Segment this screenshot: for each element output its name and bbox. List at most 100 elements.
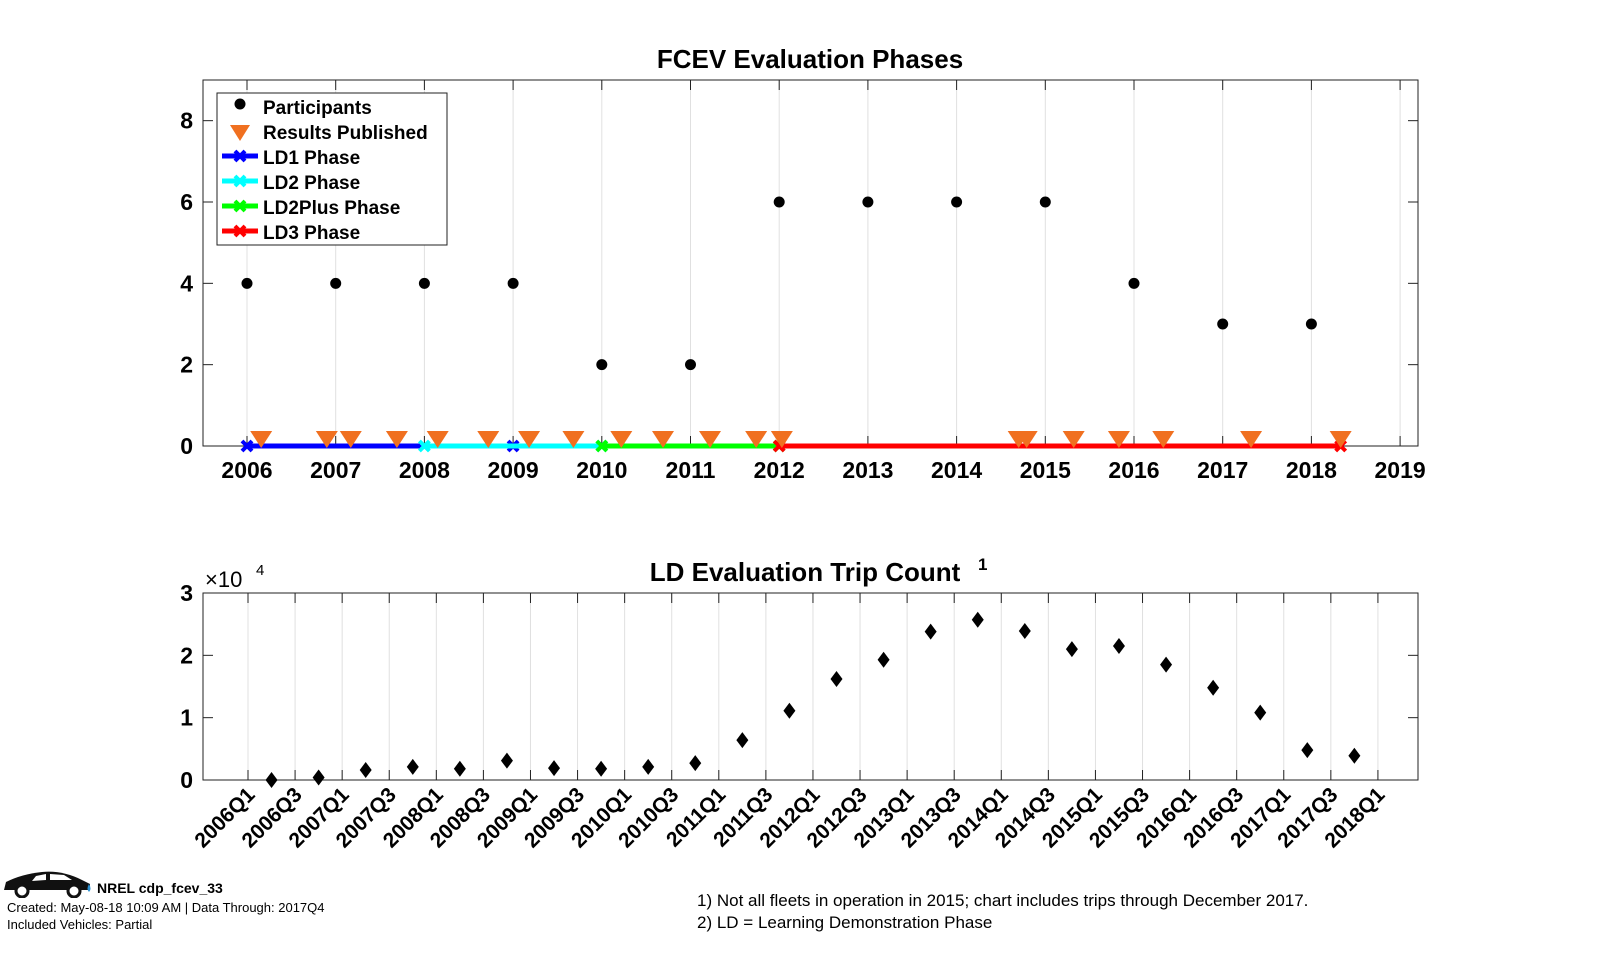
x-tick-label: 2007 xyxy=(310,457,361,483)
x-tick-label: 2018 xyxy=(1286,457,1337,483)
participant-point xyxy=(1217,318,1229,330)
chart-title: LD Evaluation Trip Count xyxy=(650,557,961,587)
trip-count-point xyxy=(548,760,561,777)
y-tick-label: 6 xyxy=(180,189,193,215)
results-published-marker xyxy=(518,431,541,448)
x-tick-label: 2016 xyxy=(1108,457,1159,483)
participant-point xyxy=(951,196,963,208)
results-published-marker xyxy=(745,431,768,448)
participant-point xyxy=(1039,196,1051,208)
note-2: 2) LD = Learning Demonstration Phase xyxy=(697,913,993,932)
participant-point xyxy=(596,359,608,371)
y-tick-label: 4 xyxy=(180,270,193,296)
participant-point xyxy=(685,359,696,371)
note-1: 1) Not all fleets in operation in 2015; … xyxy=(697,891,1309,910)
chart-title-superscript: 1 xyxy=(978,555,987,574)
y-tick-label: 3 xyxy=(180,580,193,606)
legend-label: LD1 Phase xyxy=(263,148,360,169)
y-multiplier: ×10 xyxy=(205,567,242,592)
results-published-marker xyxy=(477,431,500,448)
trip-count-point xyxy=(924,623,937,640)
trip-count-point xyxy=(500,752,513,769)
legend-label: LD2 Phase xyxy=(263,173,360,194)
legend-label: Participants xyxy=(263,98,372,119)
results-published-marker xyxy=(652,431,675,448)
legend-participants-icon xyxy=(234,98,246,110)
participant-point xyxy=(330,277,342,289)
participant-point xyxy=(507,277,519,289)
legend-label: LD2Plus Phase xyxy=(263,198,400,219)
legend-label: LD3 Phase xyxy=(263,223,360,244)
footer-id: NREL cdp_fcev_33 xyxy=(97,880,223,896)
chart-title: FCEV Evaluation Phases xyxy=(657,44,963,74)
trip-count-point xyxy=(642,758,655,775)
trip-count-point xyxy=(1254,704,1267,721)
trip-count-point xyxy=(1018,623,1031,640)
legend-phase-marker xyxy=(233,149,247,163)
results-published-marker xyxy=(610,431,633,448)
x-tick-label: 2017 xyxy=(1197,457,1248,483)
x-tick-label: 2015 xyxy=(1020,457,1071,483)
participant-point xyxy=(862,196,874,208)
x-tick-label: 2009 xyxy=(488,457,539,483)
trip-count-point xyxy=(453,760,466,777)
legend-label: Results Published xyxy=(263,123,428,144)
trip-count-point xyxy=(595,760,608,777)
trip-count-point xyxy=(1112,637,1125,654)
participant-point xyxy=(1305,318,1317,330)
results-published-marker xyxy=(699,431,722,448)
legend-box xyxy=(216,92,448,246)
trip-count-point xyxy=(1301,742,1314,759)
y-tick-label: 2 xyxy=(180,642,193,668)
results-published-marker xyxy=(562,431,585,448)
y-tick-label: 0 xyxy=(180,767,193,793)
results-published-marker xyxy=(426,431,449,448)
legend-results-icon xyxy=(230,125,250,141)
participant-point xyxy=(241,277,253,289)
y-tick-label: 0 xyxy=(180,433,193,459)
legend-phase-marker xyxy=(233,199,247,213)
legend-phase-marker xyxy=(233,174,247,188)
trip-count-point xyxy=(359,762,372,779)
participant-point xyxy=(773,196,785,208)
footer-vehicles: Included Vehicles: Partial xyxy=(7,917,153,932)
x-tick-label: 2011 xyxy=(666,457,716,483)
results-published-marker xyxy=(1152,431,1175,448)
trip-count-point xyxy=(877,651,890,668)
x-tick-label: 2010 xyxy=(576,457,627,483)
results-published-marker xyxy=(1062,431,1085,448)
results-published-marker xyxy=(1240,431,1263,448)
results-published-marker xyxy=(385,431,408,448)
footer-created: Created: May-08-18 10:09 AM | Data Throu… xyxy=(7,900,325,915)
legend-phase-marker xyxy=(233,224,247,238)
phase-start-marker xyxy=(595,439,609,453)
car-logo-icon xyxy=(4,871,91,898)
results-published-marker xyxy=(770,431,793,448)
results-published-marker xyxy=(1329,431,1352,448)
trip-count-point xyxy=(1160,656,1173,673)
phase-start-marker xyxy=(417,439,431,453)
trip-count-point xyxy=(312,769,325,786)
trip-count-point xyxy=(265,772,278,788)
x-tick-label: 2006 xyxy=(221,457,272,483)
x-tick-label: 2014 xyxy=(931,457,982,483)
x-tick-label: 2012 xyxy=(754,457,805,483)
y-tick-label: 1 xyxy=(180,705,193,731)
y-tick-label: 2 xyxy=(180,352,193,378)
trip-count-point xyxy=(1348,747,1361,764)
trip-count-point xyxy=(830,671,843,688)
trip-count-point xyxy=(406,758,419,775)
results-published-marker xyxy=(315,431,338,448)
participant-point xyxy=(1128,277,1140,289)
x-tick-label: 2013 xyxy=(842,457,893,483)
trip-count-point xyxy=(1207,679,1220,696)
results-published-marker xyxy=(339,431,362,448)
plot-frame xyxy=(202,592,1419,781)
phase-start-marker xyxy=(240,439,254,453)
results-published-marker xyxy=(250,431,273,448)
results-published-marker xyxy=(1015,431,1038,448)
trip-count-point xyxy=(736,732,749,749)
trip-count-point xyxy=(971,611,984,628)
trip-count-point xyxy=(783,702,796,719)
